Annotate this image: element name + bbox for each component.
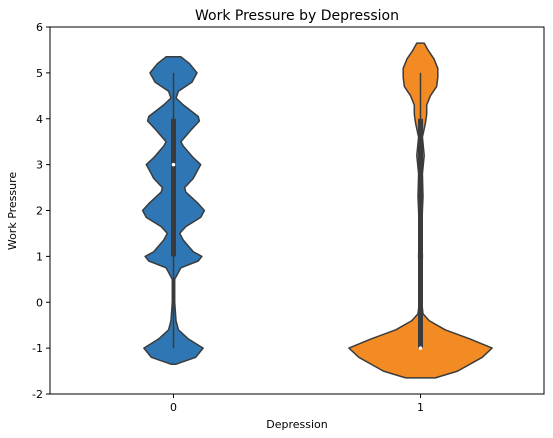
violin-median-0: [171, 162, 176, 167]
y-tick-label: 5: [36, 67, 43, 80]
violin-group: [141, 42, 493, 379]
y-axis-title: Work Pressure: [6, 172, 19, 251]
y-tick-label: 0: [36, 296, 43, 309]
x-axis-title: Depression: [266, 418, 328, 431]
x-tick-label: 0: [170, 401, 177, 414]
y-axis: -2 -1 0 1 2 3 4 5 6: [32, 21, 50, 401]
chart-title: Work Pressure by Depression: [195, 8, 399, 24]
y-tick-label: 2: [36, 205, 43, 218]
y-tick-label: -2: [32, 388, 43, 401]
x-tick-label: 1: [417, 401, 424, 414]
y-tick-label: 3: [36, 159, 43, 172]
y-tick-label: -1: [32, 342, 43, 355]
y-tick-label: 4: [36, 113, 43, 126]
y-tick-label: 1: [36, 250, 43, 263]
y-tick-label: 6: [36, 21, 43, 34]
violin-median-1: [418, 346, 423, 350]
violin-iqr-box-1: [418, 118, 423, 349]
plot-frame: [49, 26, 545, 395]
violin-iqr-box-0: [171, 118, 176, 257]
